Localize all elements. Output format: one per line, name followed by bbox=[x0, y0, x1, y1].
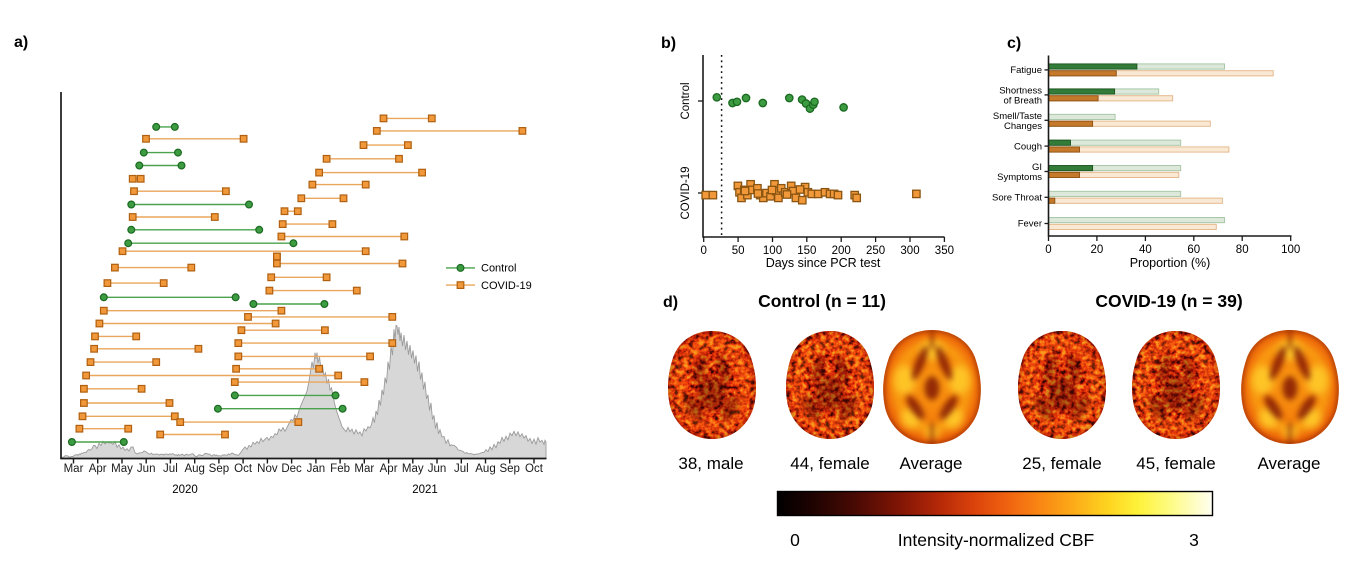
svg-text:May: May bbox=[111, 463, 133, 475]
svg-text:Control: Control bbox=[680, 82, 692, 119]
svg-text:Apr: Apr bbox=[380, 463, 398, 475]
svg-text:40: 40 bbox=[1139, 244, 1152, 256]
svg-text:Mar: Mar bbox=[64, 463, 84, 475]
svg-text:25, female: 25, female bbox=[1022, 454, 1101, 473]
svg-text:Jan: Jan bbox=[307, 463, 326, 475]
svg-text:Jun: Jun bbox=[137, 463, 156, 475]
svg-text:2020: 2020 bbox=[172, 484, 198, 496]
svg-text:Cough: Cough bbox=[1014, 141, 1042, 152]
svg-text:c): c) bbox=[1007, 35, 1021, 52]
svg-text:Apr: Apr bbox=[89, 463, 107, 475]
svg-text:Changes: Changes bbox=[1004, 121, 1042, 132]
svg-text:0: 0 bbox=[700, 245, 706, 257]
svg-text:Sore Throat: Sore Throat bbox=[992, 193, 1042, 204]
svg-text:Oct: Oct bbox=[525, 463, 544, 475]
svg-text:Average: Average bbox=[1257, 454, 1320, 473]
svg-text:100: 100 bbox=[1281, 244, 1300, 256]
svg-text:of Breath: of Breath bbox=[1003, 95, 1042, 106]
svg-text:Aug: Aug bbox=[475, 463, 495, 475]
svg-text:300: 300 bbox=[900, 245, 919, 257]
svg-text:3: 3 bbox=[1189, 530, 1199, 550]
svg-text:GI: GI bbox=[1032, 162, 1042, 173]
svg-text:80: 80 bbox=[1236, 244, 1249, 256]
svg-text:44, female: 44, female bbox=[790, 454, 869, 473]
svg-text:50: 50 bbox=[732, 245, 745, 257]
svg-text:COVID-19: COVID-19 bbox=[481, 280, 532, 292]
svg-text:20: 20 bbox=[1091, 244, 1104, 256]
svg-text:200: 200 bbox=[832, 245, 851, 257]
svg-text:Days since PCR test: Days since PCR test bbox=[766, 256, 881, 270]
svg-text:Control: Control bbox=[481, 263, 516, 275]
svg-text:0: 0 bbox=[1045, 244, 1051, 256]
svg-text:60: 60 bbox=[1187, 244, 1200, 256]
svg-text:38, male: 38, male bbox=[678, 454, 743, 473]
svg-text:Jul: Jul bbox=[454, 463, 469, 475]
svg-text:May: May bbox=[402, 463, 424, 475]
svg-text:Shortness: Shortness bbox=[999, 85, 1042, 96]
svg-text:2021: 2021 bbox=[412, 484, 438, 496]
svg-text:Intensity-normalized CBF: Intensity-normalized CBF bbox=[898, 530, 1094, 550]
svg-text:Symptoms: Symptoms bbox=[997, 172, 1042, 183]
svg-text:Nov: Nov bbox=[257, 463, 278, 475]
svg-text:Aug: Aug bbox=[184, 463, 204, 475]
svg-text:Oct: Oct bbox=[234, 463, 253, 475]
svg-text:Feb: Feb bbox=[330, 463, 350, 475]
svg-text:Average: Average bbox=[899, 454, 962, 473]
svg-text:250: 250 bbox=[866, 245, 885, 257]
svg-text:Control (n = 11): Control (n = 11) bbox=[758, 291, 886, 311]
svg-text:Fever: Fever bbox=[1018, 219, 1042, 230]
svg-text:d): d) bbox=[663, 294, 678, 311]
svg-text:45, female: 45, female bbox=[1136, 454, 1215, 473]
svg-text:100: 100 bbox=[763, 245, 782, 257]
svg-text:0: 0 bbox=[790, 530, 800, 550]
svg-text:Smell/Taste: Smell/Taste bbox=[993, 111, 1042, 122]
svg-text:a): a) bbox=[14, 34, 28, 51]
svg-text:Mar: Mar bbox=[354, 463, 374, 475]
svg-text:Proportion (%): Proportion (%) bbox=[1130, 256, 1211, 270]
svg-text:COVID-19: COVID-19 bbox=[680, 166, 692, 219]
svg-text:Jun: Jun bbox=[428, 463, 447, 475]
svg-text:Sep: Sep bbox=[499, 463, 519, 475]
svg-text:350: 350 bbox=[935, 245, 954, 257]
svg-text:150: 150 bbox=[797, 245, 816, 257]
svg-text:Jul: Jul bbox=[163, 463, 178, 475]
svg-text:b): b) bbox=[661, 35, 676, 52]
svg-text:Sep: Sep bbox=[209, 463, 229, 475]
svg-text:Dec: Dec bbox=[281, 463, 302, 475]
svg-text:Fatigue: Fatigue bbox=[1010, 65, 1042, 76]
svg-text:COVID-19 (n = 39): COVID-19 (n = 39) bbox=[1095, 291, 1242, 311]
